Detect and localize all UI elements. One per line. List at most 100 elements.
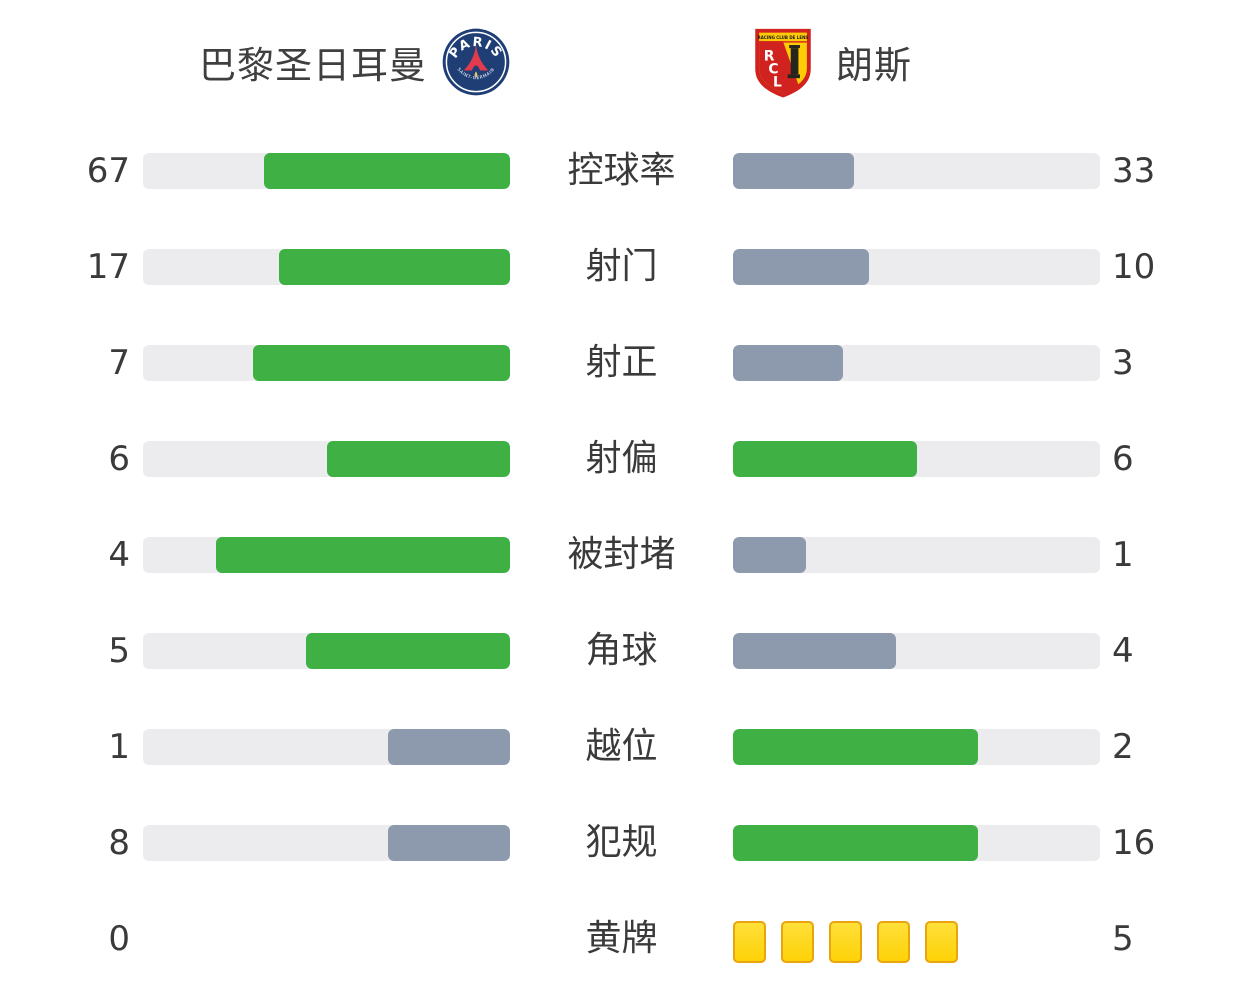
- yellow-card-icon: [733, 921, 766, 963]
- away-value: 16: [1112, 823, 1156, 863]
- away-bar-track: [733, 153, 1100, 189]
- away-bar-track: [733, 729, 1100, 765]
- away-value: 4: [1112, 631, 1134, 671]
- away-value: 3: [1112, 343, 1134, 383]
- away-bar-cell: [733, 921, 1100, 963]
- home-value: 67: [86, 151, 130, 191]
- home-bar-track: [143, 729, 510, 765]
- home-bar-cell: [143, 633, 510, 669]
- home-bar-cell: [143, 921, 510, 957]
- away-bar-track: [733, 345, 1100, 381]
- away-bar-fill: [733, 249, 869, 285]
- home-bar-track: [143, 345, 510, 381]
- away-bar-track: [733, 441, 1100, 477]
- away-bar-fill: [733, 537, 807, 573]
- home-bar-cell: [143, 537, 510, 573]
- stat-row: 1 越位 2: [0, 699, 1240, 795]
- away-value: 10: [1112, 247, 1156, 287]
- stat-row: 6 射偏 6: [0, 411, 1240, 507]
- home-value: 4: [108, 535, 130, 575]
- stat-label: 黄牌: [585, 918, 658, 959]
- away-team-header: RACING CLUB DE LENS R C L 朗斯: [733, 25, 1240, 99]
- away-bar-cell: [733, 633, 1100, 669]
- home-bar-fill: [216, 537, 510, 573]
- stat-row: 5 角球 4: [0, 603, 1240, 699]
- stat-row: 17 射门 10: [0, 219, 1240, 315]
- eiffel-tower-icon: [463, 44, 489, 70]
- stat-label: 控球率: [567, 150, 676, 191]
- home-bar-fill: [326, 441, 510, 477]
- away-bar-track: [733, 249, 1100, 285]
- away-bar-fill: [733, 729, 978, 765]
- away-bar-cell: [733, 825, 1100, 861]
- rcl-initial-l: L: [773, 74, 782, 90]
- stat-row: 0 黄牌 5: [0, 891, 1240, 987]
- home-bar-fill: [387, 825, 510, 861]
- away-value: 5: [1112, 919, 1134, 959]
- away-yellow-cards: [733, 921, 1100, 963]
- home-bar-fill: [264, 153, 510, 189]
- home-value: 7: [108, 343, 130, 383]
- yellow-card-icon: [829, 921, 862, 963]
- rcl-crest-band-text: RACING CLUB DE LENS: [758, 35, 809, 40]
- home-team-name: 巴黎圣日耳曼: [199, 43, 427, 87]
- home-yellow-cards: [143, 921, 510, 963]
- away-bar-cell: [733, 441, 1100, 477]
- away-team-name: 朗斯: [836, 43, 912, 87]
- home-bar-cell: [143, 249, 510, 285]
- yellow-card-icon: [925, 921, 958, 963]
- stat-label: 射门: [585, 246, 658, 287]
- home-bar-fill: [306, 633, 510, 669]
- home-bar-track: [143, 153, 510, 189]
- away-value: 6: [1112, 439, 1134, 479]
- home-team-header: 巴黎圣日耳曼 PARIS SAINT-GERMAIN: [0, 28, 510, 96]
- home-bar-cell: [143, 729, 510, 765]
- away-bar-track: [733, 537, 1100, 573]
- home-bar-track: [143, 441, 510, 477]
- rcl-crest-icon: RACING CLUB DE LENS R C L: [755, 28, 811, 97]
- belfry-tower-icon: [787, 44, 800, 78]
- away-bar-track: [733, 825, 1100, 861]
- home-bar-fill: [278, 249, 510, 285]
- away-bar-cell: [733, 249, 1100, 285]
- home-bar-fill: [253, 345, 510, 381]
- home-value: 17: [86, 247, 130, 287]
- stat-row: 67 控球率 33: [0, 123, 1240, 219]
- stat-label: 被封堵: [567, 534, 676, 575]
- rcl-initial-r: R: [764, 48, 775, 64]
- away-bar-fill: [733, 153, 855, 189]
- stat-label: 射偏: [585, 438, 658, 479]
- home-bar-track: [143, 249, 510, 285]
- home-bar-cell: [143, 345, 510, 381]
- home-bar-cell: [143, 153, 510, 189]
- stat-row: 4 被封堵 1: [0, 507, 1240, 603]
- home-bar-fill: [387, 729, 510, 765]
- away-bar-cell: [733, 537, 1100, 573]
- yellow-card-icon: [877, 921, 910, 963]
- away-value: 1: [1112, 535, 1134, 575]
- home-value: 6: [108, 439, 130, 479]
- home-bar-cell: [143, 825, 510, 861]
- away-bar-cell: [733, 345, 1100, 381]
- stat-label: 越位: [585, 726, 658, 767]
- away-bar-cell: [733, 729, 1100, 765]
- yellow-card-icon: [781, 921, 814, 963]
- fleur-de-lis-icon: [474, 71, 478, 78]
- home-value: 0: [108, 919, 130, 959]
- stats-list: 67 控球率 33 17 射门 10 7: [0, 123, 1240, 987]
- stat-label: 角球: [585, 630, 658, 671]
- home-bar-track: [143, 633, 510, 669]
- away-value: 33: [1112, 151, 1156, 191]
- away-bar-track: [733, 633, 1100, 669]
- home-value: 5: [108, 631, 130, 671]
- rcl-initial-c: C: [768, 61, 778, 77]
- away-bar-cell: [733, 153, 1100, 189]
- away-bar-fill: [733, 825, 978, 861]
- home-bar-cell: [143, 441, 510, 477]
- stat-label: 射正: [585, 342, 658, 383]
- home-bar-track: [143, 825, 510, 861]
- away-bar-fill: [733, 345, 844, 381]
- psg-crest-icon: PARIS SAINT-GERMAIN: [442, 28, 510, 95]
- stat-row: 7 射正 3: [0, 315, 1240, 411]
- stat-label: 犯规: [585, 822, 658, 863]
